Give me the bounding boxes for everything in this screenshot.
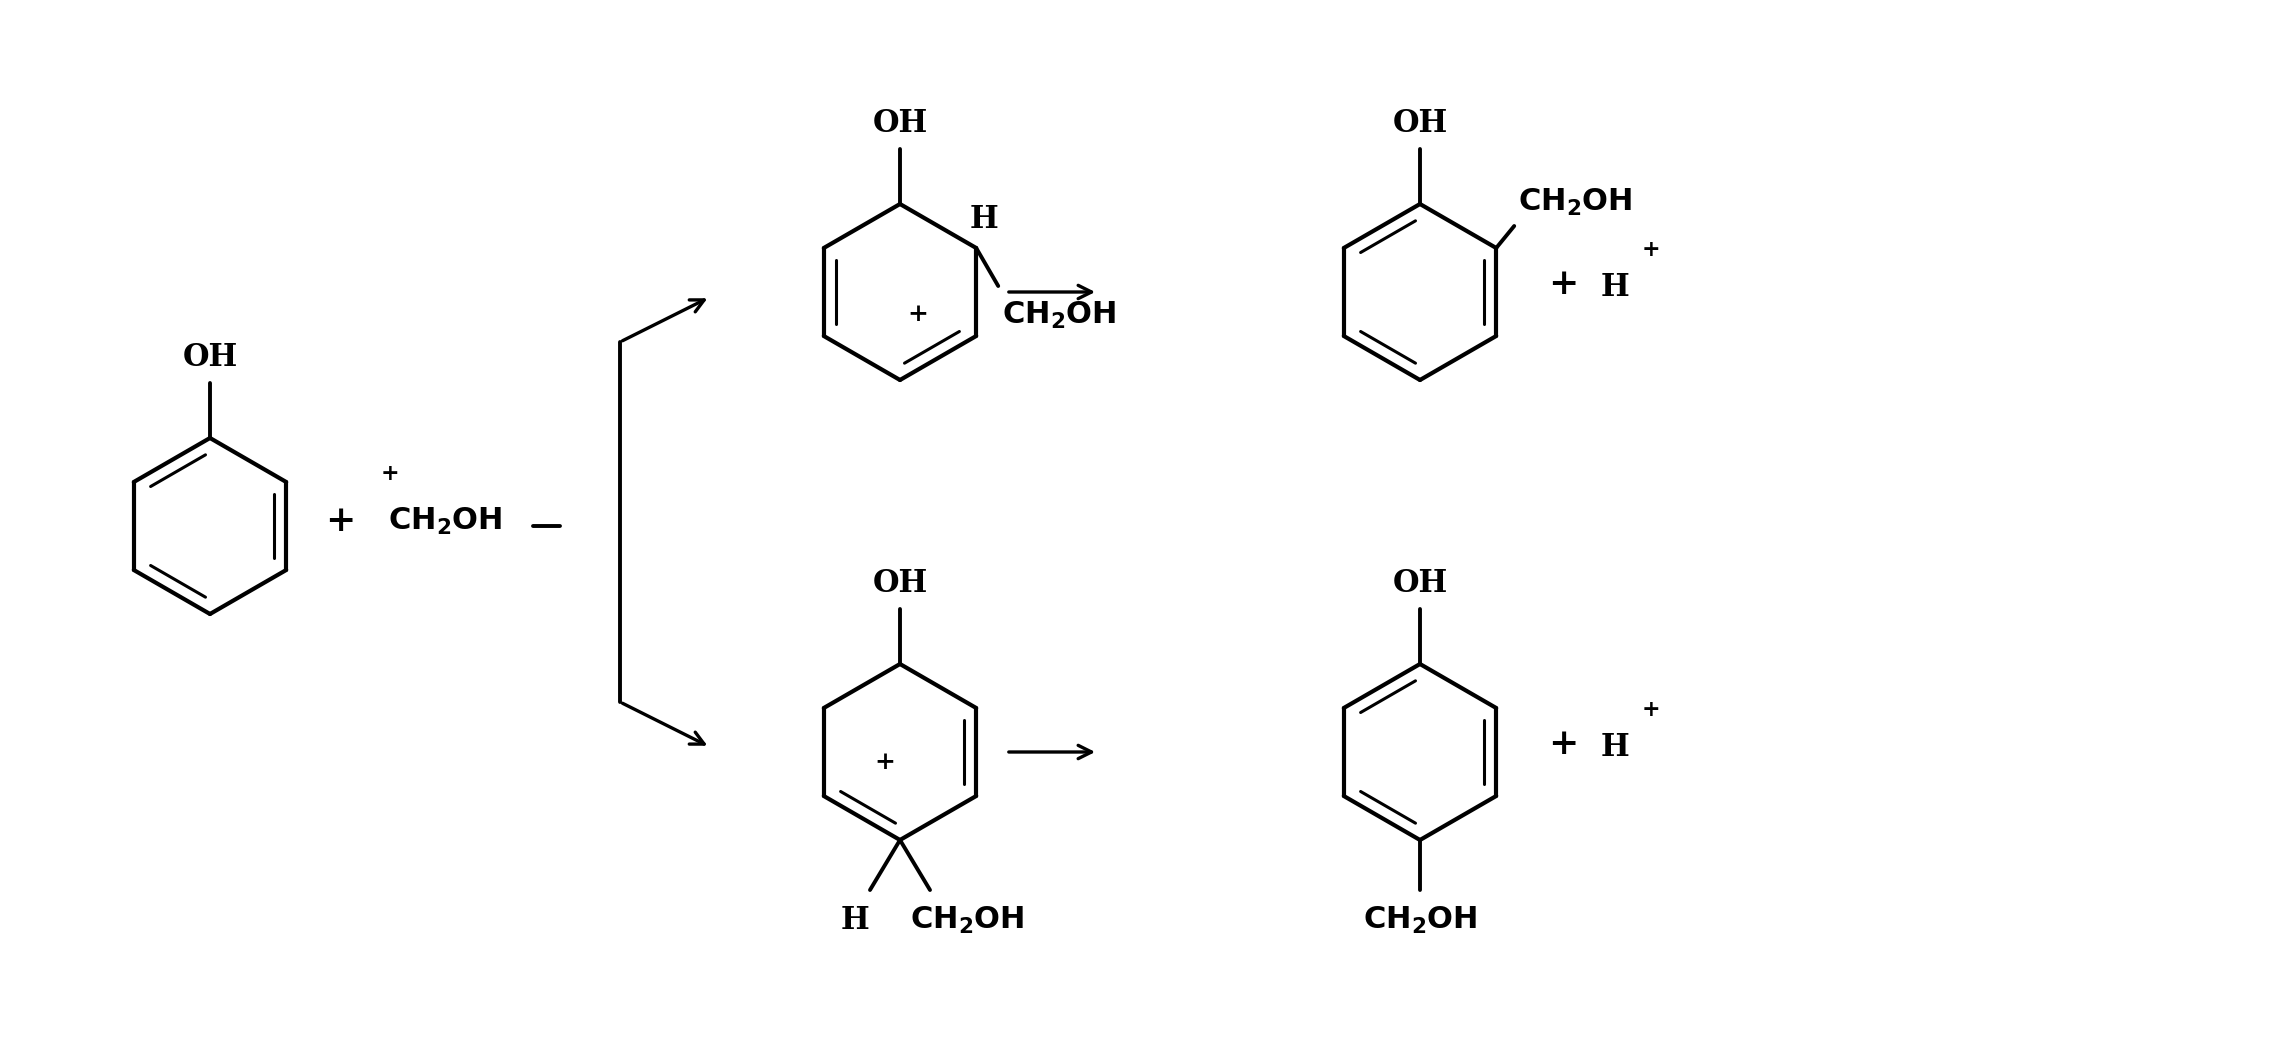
Text: +: + bbox=[1548, 267, 1577, 301]
Text: +: + bbox=[1641, 239, 1659, 261]
Text: H: H bbox=[1600, 731, 1630, 763]
Text: +: + bbox=[907, 302, 927, 326]
Text: OH: OH bbox=[182, 342, 239, 373]
Text: +: + bbox=[1641, 699, 1659, 721]
Text: H: H bbox=[841, 905, 868, 936]
Text: +: + bbox=[875, 750, 896, 774]
Text: OH: OH bbox=[1393, 108, 1448, 139]
Text: $\mathbf{CH_2OH}$: $\mathbf{CH_2OH}$ bbox=[389, 505, 502, 537]
Text: OH: OH bbox=[1393, 568, 1448, 599]
Text: OH: OH bbox=[873, 108, 927, 139]
Text: H: H bbox=[1600, 271, 1630, 303]
Text: $\mathbf{CH_2OH}$: $\mathbf{CH_2OH}$ bbox=[909, 905, 1025, 936]
Text: +: + bbox=[1548, 727, 1577, 761]
Text: $\mathbf{CH_2OH}$: $\mathbf{CH_2OH}$ bbox=[1364, 905, 1477, 936]
Text: H: H bbox=[971, 204, 998, 236]
Text: +: + bbox=[380, 463, 400, 485]
Text: OH: OH bbox=[873, 568, 927, 599]
Text: +: + bbox=[325, 504, 355, 538]
Text: $\mathbf{CH_2OH}$: $\mathbf{CH_2OH}$ bbox=[1518, 187, 1632, 218]
Text: $\mathbf{CH_2OH}$: $\mathbf{CH_2OH}$ bbox=[1002, 300, 1116, 331]
